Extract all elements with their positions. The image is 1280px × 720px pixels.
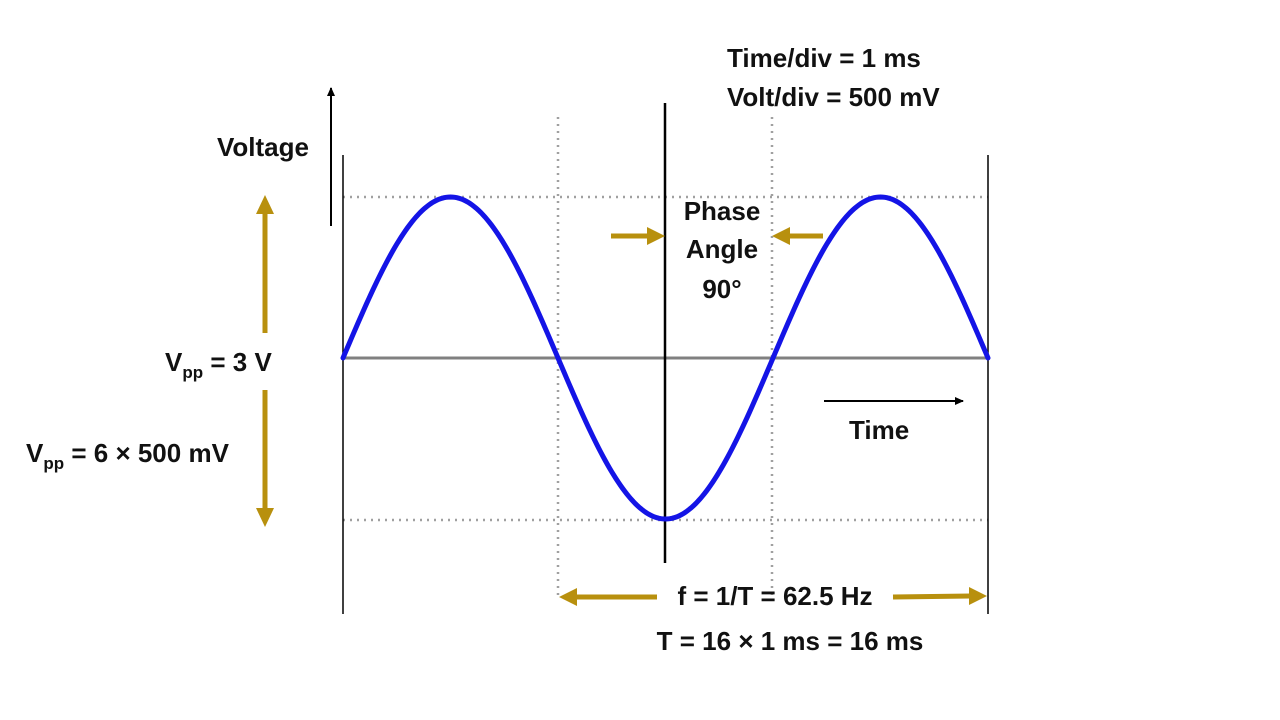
phase-right-arrowhead xyxy=(772,227,790,245)
frequency-label: f = 1/T = 62.5 Hz xyxy=(677,581,872,611)
period-label: T = 16 × 1 ms = 16 ms xyxy=(657,626,924,656)
volt-div-label: Volt/div = 500 mV xyxy=(727,82,940,112)
period-right-arrowhead xyxy=(969,587,987,605)
phase-left-arrowhead xyxy=(647,227,665,245)
vpp-down-arrowhead xyxy=(256,508,274,527)
sine-wave xyxy=(340,194,991,522)
period-left-arrowhead xyxy=(559,588,577,606)
voltage-axis-label: Voltage xyxy=(217,132,309,162)
phase-label-line1: Phase xyxy=(684,196,761,226)
vpp-divisions-label: Vpp = 6 × 500 mV xyxy=(26,438,230,473)
period-right-arrow xyxy=(892,593,972,600)
time-axis-label: Time xyxy=(849,415,909,445)
phase-label-line2: Angle xyxy=(686,234,758,264)
time-div-label: Time/div = 1 ms xyxy=(727,43,921,73)
vpp-volts-label: Vpp = 3 V xyxy=(165,347,272,382)
vpp-up-arrowhead xyxy=(256,195,274,214)
phase-label-line3: 90° xyxy=(702,274,741,304)
